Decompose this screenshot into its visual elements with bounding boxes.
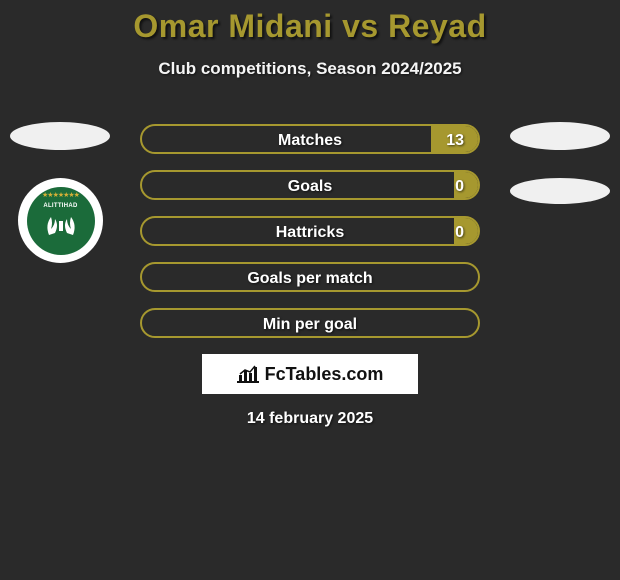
subtitle: Club competitions, Season 2024/2025 [0,59,620,79]
club-logo-left: ★★★★★★★ ALITTIHAD [18,178,103,263]
chart-icon [237,365,259,383]
stat-bar: Goals per match [140,262,480,292]
club-logo-inner: ★★★★★★★ ALITTIHAD [27,187,95,255]
stat-bar: Hattricks0 [140,216,480,246]
stat-bar: Matches13 [140,124,480,154]
comparison-bars: Matches13Goals0Hattricks0Goals per match… [140,124,480,354]
watermark: FcTables.com [202,354,418,394]
player-photo-right [510,122,610,150]
page-title: Omar Midani vs Reyad [0,0,620,45]
club-logo-right-placeholder [510,178,610,204]
stat-bar-value-right: 13 [446,126,464,156]
stat-bar-label: Goals [142,172,478,202]
date-label: 14 february 2025 [0,410,620,428]
stat-bar-label: Hattricks [142,218,478,248]
stat-bar: Min per goal [140,308,480,338]
club-laurel-icon [41,211,81,239]
player-photo-left [10,122,110,150]
stat-bar-value-right: 0 [455,172,464,202]
stat-bar: Goals0 [140,170,480,200]
stat-bar-label: Min per goal [142,310,478,340]
stat-bar-label: Matches [142,126,478,156]
club-name-top: ALITTIHAD [27,203,95,209]
club-stars-icon: ★★★★★★★ [27,191,95,199]
stat-bar-label: Goals per match [142,264,478,294]
watermark-text: FcTables.com [265,364,384,385]
stat-bar-value-right: 0 [455,218,464,248]
